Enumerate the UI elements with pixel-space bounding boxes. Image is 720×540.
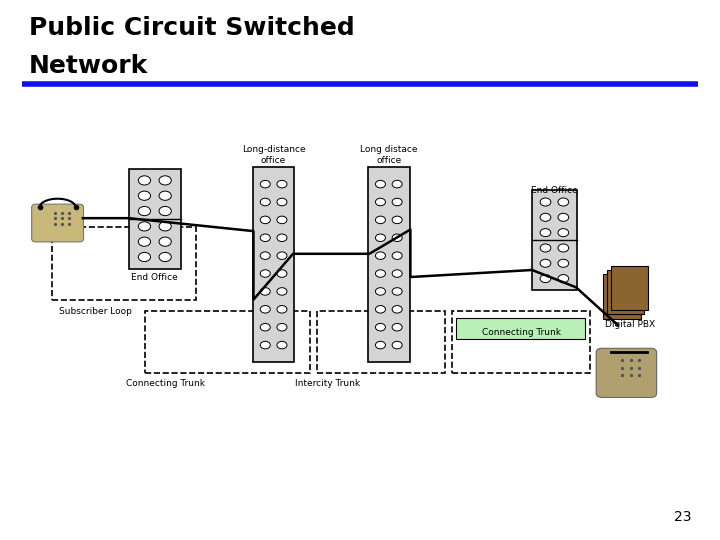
Bar [532,191,577,291]
Circle shape [375,180,385,188]
Text: Network: Network [29,54,148,78]
Bar [452,310,590,373]
Circle shape [159,252,171,261]
Bar [253,167,294,362]
Circle shape [558,198,569,206]
Circle shape [558,213,569,221]
Circle shape [277,270,287,278]
Circle shape [260,234,270,241]
Circle shape [277,198,287,206]
Circle shape [375,234,385,241]
Circle shape [260,323,270,331]
Circle shape [540,259,551,267]
Circle shape [392,306,402,313]
Circle shape [392,198,402,206]
Circle shape [260,180,270,188]
Text: End Office: End Office [531,186,577,195]
Circle shape [375,341,385,349]
Circle shape [540,274,551,282]
Bar [52,227,196,300]
Text: Subscriber Loop: Subscriber Loop [59,307,132,316]
Text: Public Circuit Switched: Public Circuit Switched [29,16,354,40]
Circle shape [375,288,385,295]
Circle shape [540,244,551,252]
Circle shape [260,341,270,349]
Circle shape [138,191,150,200]
Circle shape [392,252,402,259]
Circle shape [159,191,171,200]
Circle shape [260,198,270,206]
Circle shape [392,216,402,224]
Circle shape [138,252,150,261]
Circle shape [375,306,385,313]
Circle shape [540,228,551,237]
Circle shape [277,288,287,295]
Circle shape [277,323,287,331]
Circle shape [558,228,569,237]
Circle shape [540,213,551,221]
Text: 23: 23 [674,510,691,524]
Circle shape [392,288,402,295]
Circle shape [392,341,402,349]
Text: Long distace
office: Long distace office [360,145,418,165]
Bar [456,318,585,339]
Circle shape [159,206,171,215]
Circle shape [558,274,569,282]
Circle shape [392,234,402,241]
Circle shape [392,270,402,278]
Circle shape [558,259,569,267]
Bar [317,310,445,373]
Circle shape [138,237,150,246]
Circle shape [277,306,287,313]
Bar [603,274,641,319]
Bar [368,167,410,362]
Text: Connecting Trunk: Connecting Trunk [126,379,205,388]
Text: Digital PBX: Digital PBX [605,320,655,329]
Circle shape [260,288,270,295]
FancyBboxPatch shape [596,348,657,397]
Circle shape [277,252,287,259]
Circle shape [260,306,270,313]
Circle shape [558,244,569,252]
Circle shape [277,216,287,224]
Text: End Office: End Office [132,273,178,282]
Circle shape [138,176,150,185]
Circle shape [260,216,270,224]
Circle shape [159,176,171,185]
Circle shape [375,252,385,259]
Circle shape [159,222,171,231]
Bar [607,270,644,314]
Circle shape [138,222,150,231]
Circle shape [540,198,551,206]
Text: Long-distance
office: Long-distance office [242,145,305,165]
Bar [129,168,181,269]
Circle shape [260,252,270,259]
Text: Intercity Trunk: Intercity Trunk [295,379,360,388]
FancyBboxPatch shape [32,204,84,242]
Circle shape [260,270,270,278]
Circle shape [159,237,171,246]
Circle shape [375,323,385,331]
Text: Connecting Trunk: Connecting Trunk [482,328,561,336]
Circle shape [277,180,287,188]
Circle shape [392,180,402,188]
Circle shape [392,323,402,331]
Circle shape [375,198,385,206]
Bar [611,266,648,310]
Circle shape [375,270,385,278]
Circle shape [138,206,150,215]
Circle shape [277,234,287,241]
Bar [145,310,310,373]
Circle shape [375,216,385,224]
Circle shape [277,341,287,349]
